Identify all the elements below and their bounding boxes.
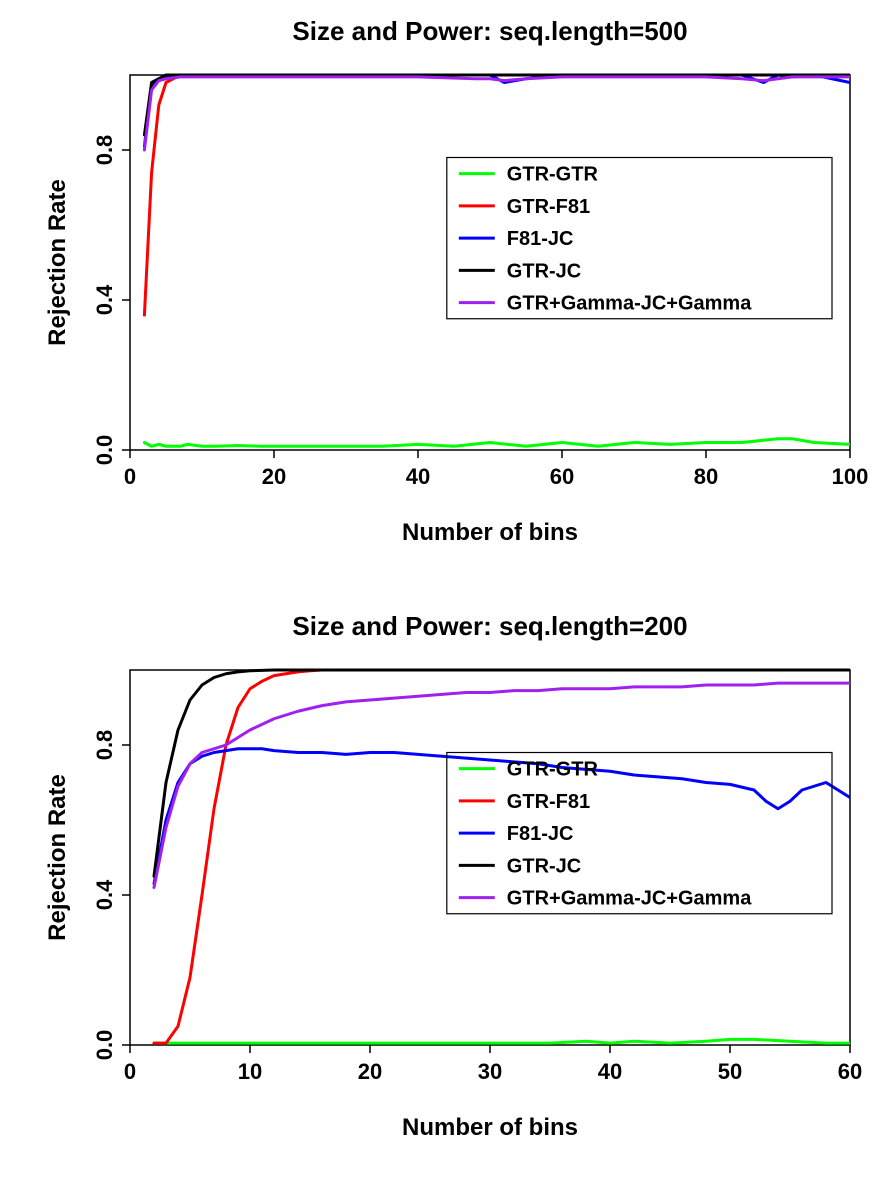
legend-label: F81-JC <box>507 228 574 250</box>
y-tick-label: 0.0 <box>92 1030 117 1061</box>
y-axis-label: Rejection Rate <box>44 774 71 941</box>
series-line <box>144 75 850 146</box>
x-tick-label: 40 <box>598 1059 622 1084</box>
series-line <box>144 75 850 315</box>
legend-label: F81-JC <box>507 823 574 845</box>
plot-border <box>130 75 850 450</box>
y-axis-label: Rejection Rate <box>44 179 71 346</box>
x-tick-label: 20 <box>358 1059 382 1084</box>
legend-label: GTR-F81 <box>507 791 590 813</box>
y-tick-label: 0.8 <box>92 135 117 166</box>
plot-border <box>130 670 850 1045</box>
x-tick-label: 30 <box>478 1059 502 1084</box>
figure-svg: Size and Power: seq.length=500 0 20 40 60 80 1… <box>0 0 895 1176</box>
series-line <box>154 749 850 884</box>
panel-top: Size and Power: seq.length=500 0 20 40 60 80 1… <box>44 16 868 546</box>
series-line <box>154 683 850 887</box>
y-tick-label: 0.4 <box>92 284 117 315</box>
panel-bottom: Size and Power: seq.length=200 0 10 20 30 40 5… <box>44 611 862 1141</box>
x-axis-label: Number of bins <box>402 519 578 546</box>
series-line <box>154 1039 850 1043</box>
chart-container: Size and Power: seq.length=500 0 20 40 60 80 1… <box>0 0 895 1181</box>
x-tick-label: 10 <box>238 1059 262 1084</box>
y-tick-label: 0.4 <box>92 879 117 910</box>
x-tick-label: 80 <box>694 464 718 489</box>
plot-area <box>154 670 850 1043</box>
plot-area <box>144 75 850 446</box>
legend-label: GTR-JC <box>507 855 581 877</box>
chart-title: Size and Power: seq.length=500 <box>292 16 687 46</box>
x-tick-label: 50 <box>718 1059 742 1084</box>
chart-title: Size and Power: seq.length=200 <box>292 611 687 641</box>
legend-label: GTR-GTR <box>507 759 599 781</box>
x-axis-label: Number of bins <box>402 1114 578 1141</box>
series-line <box>144 75 850 135</box>
x-tick-label: 20 <box>262 464 286 489</box>
y-tick-label: 0.0 <box>92 435 117 466</box>
legend-label: GTR-F81 <box>507 196 590 218</box>
x-tick-label: 0 <box>124 464 136 489</box>
x-tick-label: 0 <box>124 1059 136 1084</box>
x-tick-label: 40 <box>406 464 430 489</box>
series-line <box>154 670 850 876</box>
series-line <box>144 439 850 447</box>
legend-label: GTR-GTR <box>507 164 599 186</box>
x-tick-label: 60 <box>550 464 574 489</box>
y-tick-label: 0.8 <box>92 730 117 761</box>
legend-label: GTR+Gamma-JC+Gamma <box>507 293 752 315</box>
series-line <box>144 77 850 150</box>
legend: GTR-GTR GTR-F81 F81-JC GTR-JC GTR+Gamma-JC+G… <box>447 158 832 319</box>
legend-label: GTR-JC <box>507 260 581 282</box>
legend-label: GTR+Gamma-JC+Gamma <box>507 888 752 910</box>
x-tick-label: 100 <box>832 464 869 489</box>
x-tick-label: 60 <box>838 1059 862 1084</box>
